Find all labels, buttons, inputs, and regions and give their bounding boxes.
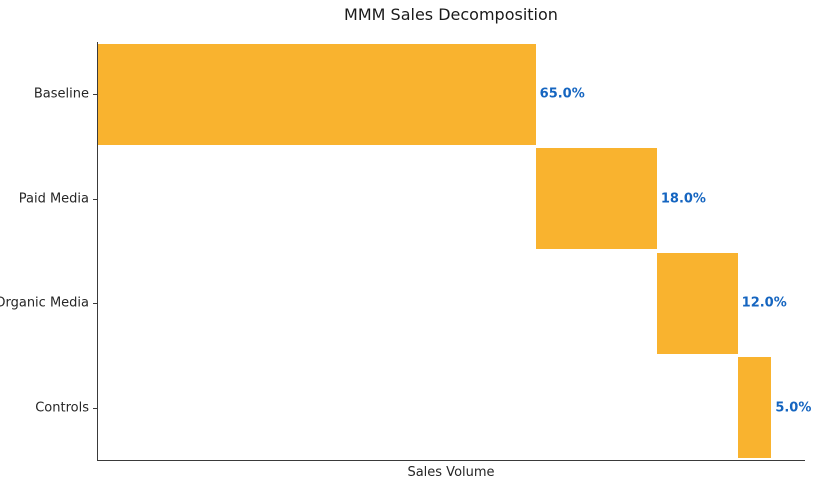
y-tick-label: Baseline bbox=[33, 86, 89, 102]
chart-row: Controls 5.0% bbox=[35, 356, 811, 461]
x-axis-label: Sales Volume bbox=[407, 465, 495, 480]
y-tick-mark bbox=[93, 407, 97, 409]
bar-value-label: 18.0% bbox=[660, 191, 706, 207]
y-tick-mark bbox=[93, 94, 97, 96]
bar-paid-media bbox=[535, 148, 657, 250]
bar-baseline bbox=[98, 43, 536, 145]
y-tick-mark bbox=[93, 198, 97, 200]
y-tick-label: Paid Media bbox=[18, 191, 89, 207]
y-tick-label: Controls bbox=[35, 400, 89, 416]
chart-title: MMM Sales Decomposition bbox=[344, 5, 558, 24]
bar-value-label: 5.0% bbox=[775, 400, 812, 416]
y-tick-mark bbox=[93, 303, 97, 305]
chart-row: Paid Media 18.0% bbox=[19, 147, 805, 252]
bar-value-label: 12.0% bbox=[741, 295, 787, 311]
bar-organic-media bbox=[656, 252, 738, 354]
bar-value-label: 65.0% bbox=[539, 86, 585, 102]
chart-row: Baseline 65.0% bbox=[34, 42, 805, 147]
bar-controls bbox=[737, 357, 772, 459]
y-tick-label: Organic Media bbox=[0, 295, 89, 311]
plot-area: Baseline 65.0% Paid Media 18.0% Organic Medi… bbox=[0, 42, 811, 461]
chart-row: Organic Media 12.0% bbox=[0, 251, 805, 356]
